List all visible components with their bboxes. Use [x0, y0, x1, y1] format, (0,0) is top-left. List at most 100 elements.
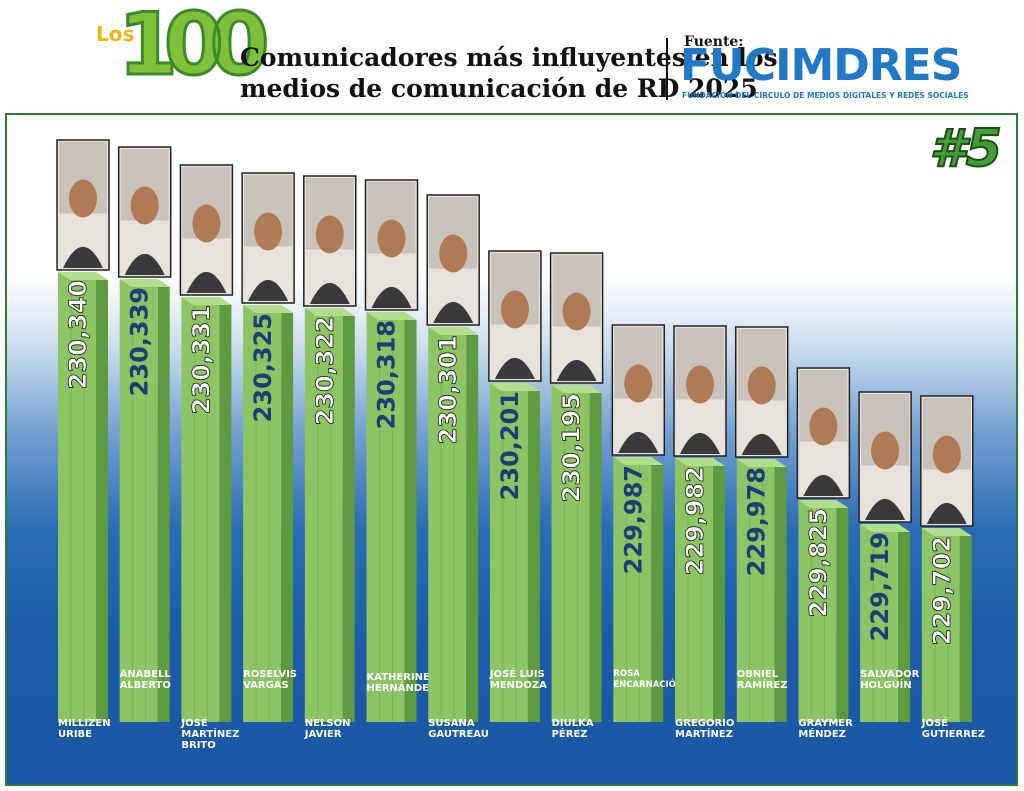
category-label: DIULKA PÉREZ	[552, 718, 594, 740]
category-label: ANABELL ALBERTO	[120, 669, 172, 691]
bar	[428, 327, 467, 722]
portrait-face	[686, 365, 714, 404]
portrait-shoulders	[803, 474, 844, 496]
bar-top	[366, 312, 417, 320]
rank-badge: #5	[929, 119, 1003, 179]
portrait-face	[932, 435, 961, 474]
bar-top	[243, 305, 294, 313]
value-label: 230,339	[126, 287, 154, 396]
portrait-face	[809, 407, 838, 446]
chart-title: Comunicadores más influyentes en los med…	[240, 43, 778, 103]
bar	[736, 459, 775, 722]
source-label: Fuente:	[684, 34, 744, 50]
bar-top	[860, 524, 911, 532]
bar-top	[921, 528, 972, 536]
bar-top	[58, 272, 108, 280]
bar-group: 230,331 JOSÉ MARTÍNEZ BRITO	[179, 164, 239, 751]
bar	[181, 297, 220, 722]
value-label: 230,325	[249, 313, 277, 422]
category-label: JOSÉ MARTÍNEZ BRITO	[180, 716, 239, 751]
bar-side	[96, 272, 108, 722]
bar-group: 230,318 KATHERINE HERNÁNDEZ	[364, 179, 437, 722]
bar-side	[589, 385, 602, 722]
bar-side	[219, 297, 232, 722]
bar	[304, 308, 343, 722]
category-label: JOSÉ LUIS MENDOZA	[489, 667, 547, 691]
bar-group: 230,301 SUSANA GAUTREAU	[426, 194, 489, 740]
category-label: ROSA ENCARNACIÓN	[613, 669, 683, 690]
bar-group: 229,987 ROSA ENCARNACIÓN	[611, 324, 683, 722]
value-label: 230,201	[496, 391, 524, 500]
portrait-shoulders	[865, 498, 906, 520]
bar-side	[527, 383, 540, 722]
header-divider	[666, 38, 668, 100]
bar	[675, 458, 713, 722]
bar-side	[898, 524, 911, 722]
portrait-shoulders	[309, 282, 350, 304]
bar	[551, 385, 590, 722]
bar-side	[651, 457, 664, 722]
category-label: SALVADOR HOLGUÍN	[860, 669, 920, 691]
portrait-face	[624, 364, 653, 403]
value-label: 229,825	[804, 508, 832, 617]
portrait-shoulders	[248, 279, 289, 301]
bar-side	[959, 528, 972, 722]
portrait-face	[747, 366, 776, 405]
bar	[366, 312, 405, 722]
value-label: 229,987	[619, 465, 647, 574]
source-brand: FUCIMDRES	[680, 40, 962, 91]
bar-side	[774, 459, 787, 722]
bar-group: 230,340 MILLIZEN URIBE	[56, 139, 111, 740]
category-label: GRAYMER MÉNDEZ	[798, 718, 853, 740]
portrait-shoulders	[556, 359, 597, 381]
value-label: 230,331	[187, 305, 215, 414]
bar-group: 229,982 GREGORIO MARTÍNEZ	[673, 325, 734, 740]
bar-group: 229,825 GRAYMER MÉNDEZ	[796, 367, 853, 740]
bar-group: 230,339 ANABELL ALBERTO	[117, 146, 172, 722]
source-subtitle: FUNDACIÓN DEL CÍRCULO DE MEDIOS DIGITALE…	[682, 91, 969, 100]
bar-side	[342, 308, 355, 722]
value-label: 229,978	[743, 467, 771, 576]
bar	[860, 524, 899, 722]
bar-side	[836, 500, 849, 722]
bar-group: 230,322 NELSON JAVIER	[303, 175, 357, 740]
portrait-shoulders	[741, 433, 782, 455]
portrait-shoulders	[433, 301, 474, 323]
bar-top	[798, 500, 849, 508]
value-label: 230,195	[558, 393, 586, 502]
portrait-face	[192, 204, 221, 243]
bar	[243, 305, 282, 722]
bar	[921, 528, 960, 722]
bar-top	[304, 308, 355, 316]
portrait-face	[377, 219, 406, 258]
portrait-face	[500, 290, 529, 329]
logo-100: 100	[117, 0, 271, 95]
value-label: 229,702	[928, 536, 956, 645]
bar	[58, 272, 96, 722]
category-label: MILLIZEN URIBE	[58, 718, 111, 740]
bar-side	[157, 279, 170, 722]
bar-top	[119, 279, 170, 287]
header: Los 100 Comunicadores más influyentes en…	[0, 0, 1024, 110]
portrait-shoulders	[618, 431, 659, 453]
portrait-shoulders	[186, 271, 227, 293]
bar	[119, 279, 158, 722]
bar-top	[489, 383, 540, 391]
category-label: OBNIEL RAMÍREZ	[737, 669, 788, 691]
bar	[798, 500, 837, 722]
bar	[613, 457, 652, 722]
portrait-shoulders	[494, 357, 535, 379]
bar-group: 229,702 JOSÉ GUTIERREZ	[920, 395, 985, 740]
category-label: SUSANA GAUTREAU	[428, 718, 489, 740]
portrait-face	[315, 215, 344, 254]
portrait-shoulders	[124, 253, 165, 275]
bar-group: 230,195 DIULKA PÉREZ	[549, 252, 604, 740]
bar-top	[181, 297, 232, 305]
category-label: KATHERINE HERNÁNDEZ	[367, 672, 437, 694]
portrait-shoulders	[371, 286, 412, 308]
value-label: 229,982	[681, 466, 709, 575]
bar-top	[675, 458, 725, 466]
category-label: GREGORIO MARTÍNEZ	[675, 718, 734, 740]
bar-group: 229,978 OBNIEL RAMÍREZ	[734, 326, 789, 722]
bar-group: 230,201 JOSÉ LUIS MENDOZA	[488, 250, 547, 722]
